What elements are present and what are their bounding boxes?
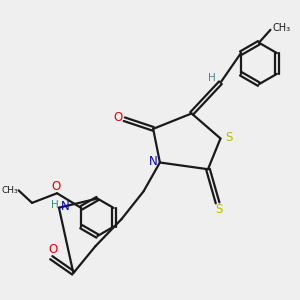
Text: O: O bbox=[51, 180, 60, 194]
Text: CH₃: CH₃ bbox=[2, 186, 18, 195]
Text: O: O bbox=[48, 243, 57, 256]
Text: O: O bbox=[113, 111, 123, 124]
Text: CH₃: CH₃ bbox=[272, 22, 290, 32]
Text: N: N bbox=[61, 200, 70, 213]
Text: S: S bbox=[215, 203, 223, 216]
Text: S: S bbox=[225, 130, 232, 143]
Text: N: N bbox=[149, 154, 158, 168]
Text: H: H bbox=[51, 200, 58, 210]
Text: H: H bbox=[208, 74, 216, 83]
